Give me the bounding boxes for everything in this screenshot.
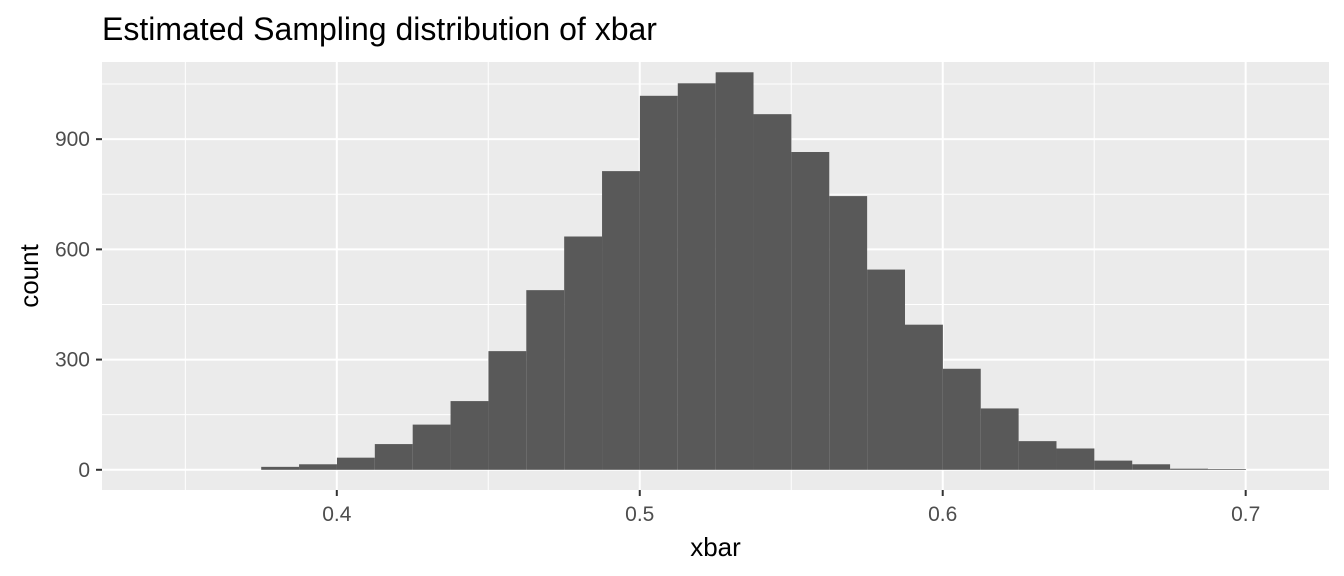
histogram-bar xyxy=(1132,464,1171,470)
x-tick-label: 0.5 xyxy=(625,503,654,526)
histogram-bar xyxy=(299,464,337,470)
chart-title: Estimated Sampling distribution of xbar xyxy=(102,11,657,47)
histogram-bar xyxy=(336,457,375,470)
histogram-bar xyxy=(1207,469,1246,470)
histogram-bar xyxy=(261,466,300,470)
x-tick-label: 0.7 xyxy=(1231,503,1260,526)
histogram-bar xyxy=(488,351,527,470)
histogram-bar xyxy=(829,196,868,470)
x-tick-label: 0.4 xyxy=(322,503,352,526)
histogram-bar xyxy=(1094,460,1133,470)
histogram-bar xyxy=(753,114,792,470)
histogram-bar xyxy=(412,424,451,470)
histogram-bar xyxy=(564,236,603,470)
histogram-bar xyxy=(791,152,830,470)
histogram-bars xyxy=(261,72,1246,470)
y-axis: 0 300 600 900 xyxy=(55,128,102,482)
histogram-bar xyxy=(450,401,489,470)
y-tick-label: 300 xyxy=(55,349,90,372)
y-tick-label: 0 xyxy=(78,459,90,482)
histogram-bar xyxy=(639,95,678,470)
histogram-bar xyxy=(867,269,906,470)
x-axis: 0.4 0.5 0.6 0.7 xyxy=(322,490,1260,526)
histogram-bar xyxy=(942,368,981,470)
histogram-bar xyxy=(677,83,716,470)
x-axis-title: xbar xyxy=(690,532,741,562)
histogram-bar xyxy=(374,444,413,470)
histogram-bar xyxy=(1056,448,1095,470)
histogram-bar xyxy=(980,408,1019,470)
histogram-bar xyxy=(905,324,943,470)
y-axis-title: count xyxy=(14,243,44,307)
histogram-bar xyxy=(1018,441,1057,470)
y-tick-label: 600 xyxy=(55,238,90,261)
histogram-bar xyxy=(1170,468,1208,470)
histogram-bar xyxy=(526,290,565,470)
y-tick-label: 900 xyxy=(55,128,90,151)
histogram-bar xyxy=(715,72,754,470)
histogram-bar xyxy=(602,171,640,470)
x-tick-label: 0.6 xyxy=(928,503,957,526)
